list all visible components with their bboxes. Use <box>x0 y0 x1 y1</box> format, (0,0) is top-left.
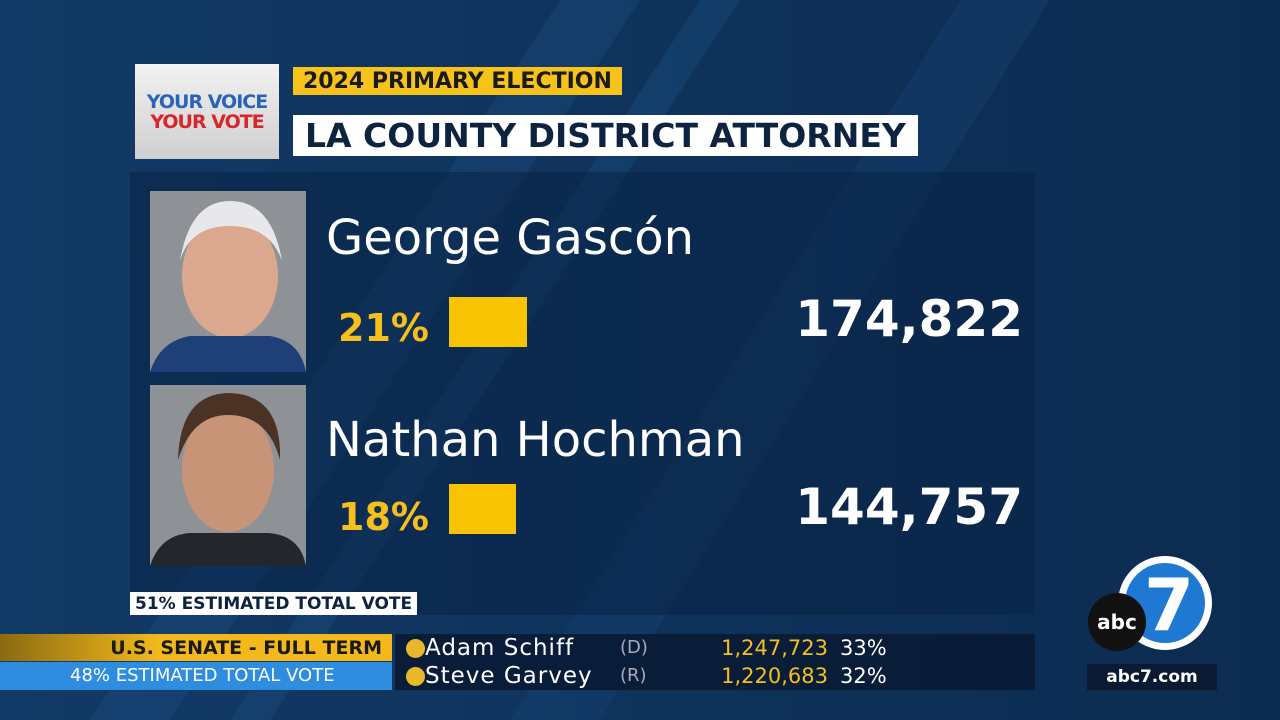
candidate-percent: 21% <box>338 306 429 350</box>
check-icon <box>406 667 425 686</box>
percent-bar <box>449 297 527 347</box>
ticker-percent: 33% <box>840 636 887 660</box>
ticker-race: U.S. SENATE - FULL TERM <box>0 634 392 661</box>
ticker-strip <box>395 634 1035 690</box>
ticker-party: (R) <box>620 665 647 686</box>
ticker-estimated: 48% ESTIMATED TOTAL VOTE <box>0 662 392 690</box>
ticker-votes: 1,247,723 <box>721 636 828 660</box>
race-title: LA COUNTY DISTRICT ATTORNEY <box>293 115 918 156</box>
candidate-photo <box>150 191 306 372</box>
logo-text: YOUR VOTE <box>150 110 264 133</box>
logo-text: YOUR VOICE <box>146 90 268 113</box>
candidate-photo <box>150 385 306 566</box>
ticker-name: Steve Garvey <box>425 663 593 689</box>
show-logo: YOUR VOICE YOUR VOTE <box>135 64 279 159</box>
logo-number: 7 <box>1144 563 1194 647</box>
election-label: 2024 PRIMARY ELECTION <box>293 67 622 95</box>
logo-text: abc <box>1097 610 1137 634</box>
candidate-votes: 174,822 <box>795 290 1023 348</box>
candidate-name: Nathan Hochman <box>326 412 745 468</box>
candidate-votes: 144,757 <box>795 478 1023 536</box>
candidate-percent: 18% <box>338 495 429 539</box>
site-url: abc7.com <box>1087 664 1217 690</box>
ticker-row: Adam Schiff (D) 1,247,723 33% <box>400 634 900 662</box>
candidate-name: George Gascón <box>326 210 695 266</box>
ticker-row: Steve Garvey (R) 1,220,683 32% <box>400 662 900 690</box>
check-icon <box>406 639 425 658</box>
ticker-party: (D) <box>620 637 648 658</box>
network-logo: 7 abc <box>1088 556 1212 651</box>
ticker-percent: 32% <box>840 664 887 688</box>
percent-bar <box>449 484 516 534</box>
ticker-votes: 1,220,683 <box>721 664 828 688</box>
ticker-name: Adam Schiff <box>425 635 575 661</box>
estimated-vote: 51% ESTIMATED TOTAL VOTE <box>130 592 418 615</box>
